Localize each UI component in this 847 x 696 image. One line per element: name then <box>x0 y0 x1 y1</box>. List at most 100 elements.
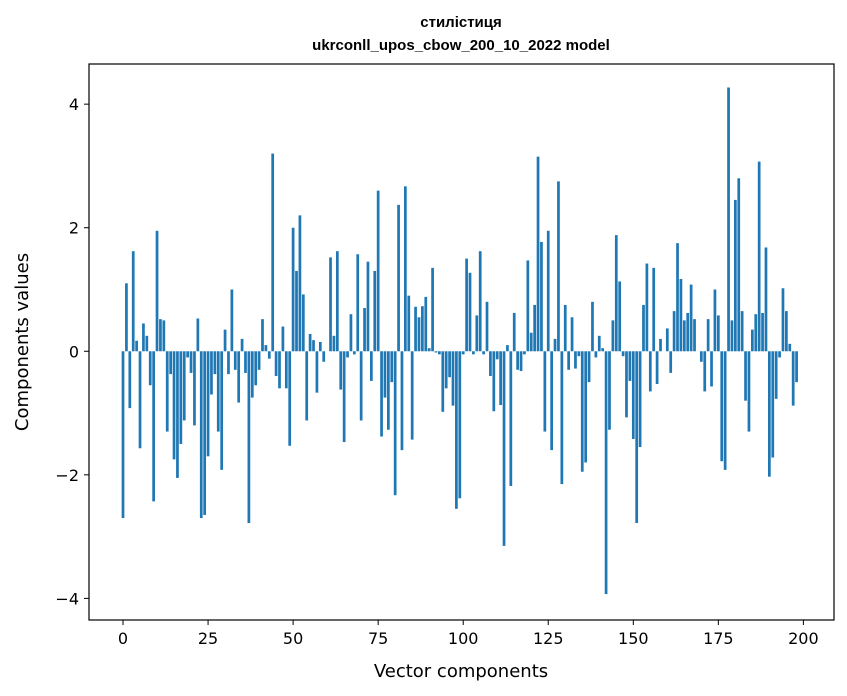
bar-182 <box>740 311 744 352</box>
bar-7 <box>145 335 149 352</box>
bar-191 <box>771 351 775 458</box>
bar-193 <box>778 351 781 358</box>
bar-184 <box>747 351 751 432</box>
bar-50 <box>291 227 295 352</box>
x-tick-label: 25 <box>198 629 218 648</box>
bar-98 <box>455 351 458 509</box>
bar-197 <box>791 351 795 406</box>
bar-39 <box>254 351 258 386</box>
bar-125 <box>546 230 550 352</box>
y-tick-label: −2 <box>55 466 79 485</box>
y-tick-label: 0 <box>69 342 79 361</box>
bar-174 <box>713 289 717 352</box>
bar-101 <box>465 258 468 352</box>
bar-176 <box>720 351 724 462</box>
bar-70 <box>359 351 363 421</box>
bar-65 <box>342 351 346 443</box>
bar-35 <box>240 338 244 352</box>
bar-198 <box>795 351 798 383</box>
bar-62 <box>332 335 336 352</box>
bar-140 <box>597 335 601 352</box>
bar-146 <box>618 281 622 352</box>
bar-94 <box>441 351 445 412</box>
bar-187 <box>757 161 761 352</box>
bar-156 <box>652 267 656 352</box>
bar-15 <box>172 351 176 460</box>
bar-63 <box>335 251 339 352</box>
bar-122 <box>536 156 540 352</box>
bar-153 <box>642 304 645 352</box>
bar-173 <box>710 351 713 387</box>
bar-59 <box>322 351 326 362</box>
bar-135 <box>580 351 584 472</box>
bar-102 <box>468 272 472 352</box>
bar-4 <box>135 340 138 352</box>
bar-175 <box>716 315 720 352</box>
bar-136 <box>584 351 588 463</box>
bar-185 <box>750 329 754 352</box>
bar-88 <box>421 306 424 352</box>
bar-115 <box>512 312 516 352</box>
bar-74 <box>373 270 377 352</box>
bar-194 <box>781 288 785 352</box>
bar-68 <box>352 351 356 355</box>
bar-89 <box>424 296 428 352</box>
y-axis-ticks: −4 −2 0 2 4 <box>55 95 89 608</box>
bar-18 <box>182 351 186 421</box>
bar-160 <box>665 328 669 352</box>
bar-82 <box>400 351 404 451</box>
bar-85 <box>410 351 414 440</box>
x-axis-label: Vector components <box>374 661 548 682</box>
bar-166 <box>686 312 690 352</box>
bar-84 <box>407 295 411 352</box>
bar-0 <box>121 351 125 519</box>
bar-24 <box>203 351 207 515</box>
bar-162 <box>672 311 676 352</box>
bar-104 <box>475 315 479 352</box>
bar-155 <box>648 351 652 392</box>
bar-132 <box>570 317 574 352</box>
bar-37 <box>247 351 251 524</box>
bar-25 <box>206 351 210 457</box>
bar-30 <box>223 329 227 352</box>
bar-144 <box>611 320 615 352</box>
bar-75 <box>376 190 380 352</box>
bar-52 <box>298 215 302 352</box>
bar-43 <box>267 351 271 359</box>
bar-80 <box>393 351 397 496</box>
bar-3 <box>131 251 135 352</box>
bar-86 <box>414 306 417 352</box>
bar-19 <box>186 351 190 358</box>
x-tick-label: 150 <box>618 629 649 648</box>
bar-81 <box>397 204 400 352</box>
bar-167 <box>689 284 693 352</box>
bar-134 <box>577 351 581 357</box>
bar-163 <box>676 243 679 352</box>
bar-189 <box>764 247 768 352</box>
chart-subtitle: ukrconll_upos_cbow_200_10_2022 model <box>312 37 610 54</box>
y-tick-label: 4 <box>69 95 79 114</box>
bar-133 <box>574 351 577 369</box>
bar-67 <box>349 314 353 352</box>
bar-105 <box>478 251 482 352</box>
bar-195 <box>785 311 788 352</box>
bar-127 <box>553 338 557 352</box>
bar-110 <box>495 351 499 360</box>
bar-171 <box>703 351 707 392</box>
bar-16 <box>176 351 179 478</box>
bar-57 <box>315 351 319 393</box>
bar-128 <box>557 181 560 352</box>
bar-161 <box>669 351 673 373</box>
bar-40 <box>257 351 261 370</box>
bar-96 <box>448 351 451 378</box>
bar-114 <box>509 351 513 486</box>
bar-41 <box>261 319 264 352</box>
bar-77 <box>383 351 387 398</box>
bar-119 <box>526 260 530 352</box>
bar-97 <box>451 351 455 406</box>
bar-92 <box>434 351 438 353</box>
bar-179 <box>730 320 734 352</box>
bar-123 <box>540 241 543 352</box>
bar-20 <box>189 351 193 373</box>
